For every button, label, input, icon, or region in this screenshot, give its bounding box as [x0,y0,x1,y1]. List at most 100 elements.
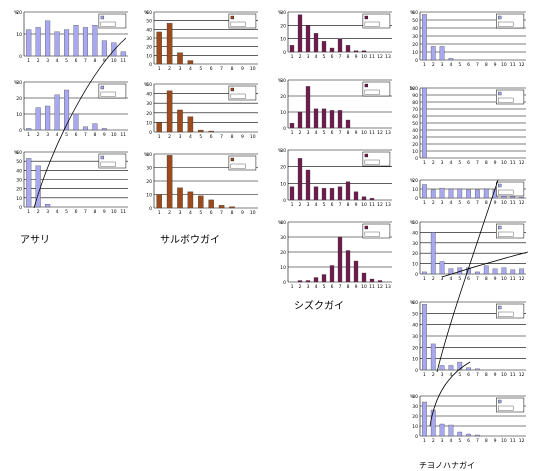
bar [337,236,343,283]
bar [45,105,51,131]
x-tick-label: 6 [331,54,334,60]
x-tick-label: 6 [467,62,470,68]
y-tick-label: 80 [412,100,418,106]
bar [229,206,235,209]
bar [448,58,454,61]
x-tick-label: 9 [241,210,244,216]
x-tick-label: 12 [519,200,525,206]
x-tick-label: 8 [485,372,488,378]
x-tick-label: 9 [494,438,497,444]
legend-swatch [100,15,105,20]
x-tick-label: 3 [441,438,444,444]
y-axis-unit: % [278,10,283,16]
bar [177,109,183,133]
bar [519,268,524,275]
bar [297,14,303,53]
bar [101,40,107,57]
y-tick-label: 0 [19,128,22,134]
y-tick-label: 10 [412,357,418,363]
x-tick-label: 12 [377,202,383,208]
x-tick-label: 5 [65,209,68,215]
x-tick-label: 9 [494,160,497,166]
y-tick-label: 0 [415,434,418,440]
x-tick-label: 2 [299,130,302,136]
x-tick-label: 2 [37,132,40,138]
x-tick-label: 9 [355,130,358,136]
x-tick-label: 7 [476,200,479,206]
x-tick-label: 5 [458,200,461,206]
y-tick-label: 60 [146,10,152,16]
x-tick-label: 4 [189,210,192,216]
y-tick-label: 20 [146,111,152,117]
y-axis-unit: % [144,10,149,16]
x-tick-label: 2 [37,209,40,215]
y-tick-label: 50 [412,18,418,24]
bar [422,271,427,275]
bar [64,89,70,131]
x-tick-label: 2 [168,210,171,216]
x-tick-label: 5 [65,58,68,64]
x-tick-label: 3 [441,200,444,206]
x-tick-label: 3 [46,58,49,64]
x-tick-label: 1 [158,210,161,216]
x-tick-label: 8 [347,130,350,136]
bar [82,126,88,131]
bar [475,271,480,275]
legend-count-box [364,231,380,237]
bar [345,181,351,201]
y-tick-label: 50 [16,159,22,165]
x-tick-label: 10 [501,438,507,444]
x-tick-label: 2 [299,202,302,208]
x-tick-label: 8 [485,438,488,444]
x-tick-label: 10 [501,276,507,282]
y-tick-label: 40 [412,26,418,32]
x-tick-label: 9 [103,209,106,215]
x-tick-label: 5 [323,130,326,136]
y-tick-label: 50 [146,19,152,25]
x-tick-label: 6 [210,210,213,216]
x-tick-label: 4 [189,134,192,140]
legend-count-box [498,21,514,27]
x-tick-label: 10 [250,210,256,216]
x-tick-label: 3 [307,202,310,208]
y-tick-label: 20 [16,10,22,16]
y-tick-label: 20 [280,94,286,100]
legend-swatch [364,83,369,88]
bar [26,29,32,57]
y-tick-label: 20 [16,96,22,102]
x-tick-label: 5 [199,134,202,140]
legend-count-box [498,405,514,411]
x-tick-label: 9 [494,276,497,282]
legend-swatch [230,87,235,92]
bar [430,343,436,371]
y-tick-label: 0 [415,272,418,278]
x-tick-label: 5 [323,54,326,60]
bar [92,25,98,57]
y-tick-label: 30 [412,241,418,247]
legend-count-box [498,189,514,195]
x-tick-label: 10 [361,54,367,60]
y-tick-label: 0 [149,62,152,68]
bar [64,29,70,57]
x-tick-label: 2 [432,62,435,68]
bar [218,205,225,209]
x-tick-label: 2 [299,284,302,290]
x-tick-label: 8 [93,58,96,64]
x-tick-label: 3 [441,62,444,68]
x-tick-label: 9 [355,54,358,60]
y-tick-label: 40 [412,323,418,329]
x-tick-label: 12 [519,438,525,444]
x-tick-label: 3 [179,134,182,140]
y-tick-label: 70 [412,107,418,113]
bar [313,33,319,53]
x-tick-label: 8 [231,134,234,140]
y-tick-label: 30 [16,80,22,86]
y-tick-label: 20 [412,178,418,184]
bar [187,60,194,65]
bar [297,158,303,201]
x-tick-label: 9 [494,372,497,378]
x-tick-label: 1 [423,160,426,166]
bar [353,260,359,283]
